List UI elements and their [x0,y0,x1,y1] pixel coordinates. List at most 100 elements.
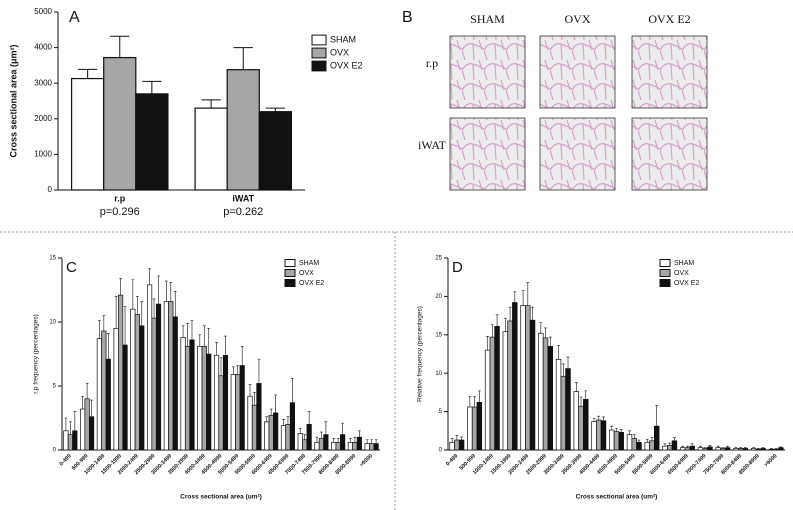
legend-label: OVX [674,270,689,277]
bar [373,443,379,451]
bar [268,415,274,451]
error-bar [450,438,454,443]
error-bar [157,275,160,305]
bar [105,358,111,451]
bar [72,430,78,451]
bar [715,447,721,451]
error-bar [224,335,227,356]
error-bar [215,342,218,356]
bar [258,111,293,191]
error-bar [106,333,110,360]
panel-label: A [69,9,80,26]
error-bar [148,267,151,285]
bar [671,440,678,451]
legend-label: OVX E2 [674,280,699,287]
y-tick-label: 1000 [34,150,52,159]
legend-label: SHAM [330,34,356,44]
error-bar [769,448,773,450]
error-bar [374,439,378,444]
error-bar [269,408,273,416]
histology-image [539,35,616,109]
bar [684,447,691,451]
bar [573,391,580,451]
y-tick-label: 25 [435,256,442,262]
error-bar [336,438,340,443]
error-bar [265,107,285,112]
x-axis-label: Cross sectional area (um²) [180,494,262,501]
bar [542,337,549,451]
legend-swatch [659,279,671,287]
error-bar [721,447,725,449]
error-bar [716,445,720,448]
y-tick-label: 10 [435,371,442,377]
bar [680,447,686,451]
bar [697,447,704,451]
bar [222,354,229,451]
legend-swatch [659,259,671,267]
bar [755,448,762,451]
bar [122,344,128,451]
error-bar [486,336,490,351]
bar [591,421,597,451]
bar [130,308,136,451]
bar [364,443,370,451]
error-bar [303,434,307,440]
error-bar [739,447,743,449]
bar [226,69,260,191]
bar [467,406,473,451]
bar [197,345,203,451]
error-bar [164,280,168,302]
error-bar [90,399,93,417]
bar [666,445,673,451]
column-label: OVX [565,12,591,26]
bar [189,339,195,451]
bar [289,402,295,451]
error-bar [637,439,641,443]
error-bar [140,301,144,326]
error-bar [257,358,261,384]
error-bar [282,418,285,426]
legend-swatch [311,47,327,59]
bar [507,320,513,451]
error-bar [142,80,162,94]
bar [147,284,153,451]
error-bar [291,378,294,403]
y-tick-label: 20 [435,294,442,300]
bar [750,448,757,451]
error-bar [615,428,618,432]
category-note: p=0.296 [100,206,140,218]
bar [489,336,496,451]
error-bar [240,346,244,366]
bar [251,404,258,451]
bar [471,406,478,451]
error-bar [548,336,552,347]
error-bar [655,405,659,427]
legend-swatch [284,269,296,277]
error-bar [681,445,685,448]
error-bar [756,448,760,450]
error-bar [64,417,68,431]
error-bar [236,365,240,375]
histology-image [449,35,526,109]
bar [88,416,95,451]
error-bar [169,282,173,302]
error-bar [69,421,72,435]
bar [213,354,220,451]
histology-image [631,117,708,191]
error-bar [324,421,328,435]
bar [230,374,236,451]
bar [502,331,509,451]
bar [476,402,483,451]
y-tick-label: 15 [49,256,56,262]
error-bar [703,447,707,449]
bar [235,374,241,451]
legend-label: OVX [330,47,349,57]
error-bar [495,314,499,327]
error-bar [726,445,730,448]
error-bar [358,430,361,438]
error-bar [708,445,712,447]
error-bar [353,436,357,443]
x-axis-label: Cross sectional area (um²) [576,494,658,501]
bar [306,424,312,451]
bar [347,441,354,451]
